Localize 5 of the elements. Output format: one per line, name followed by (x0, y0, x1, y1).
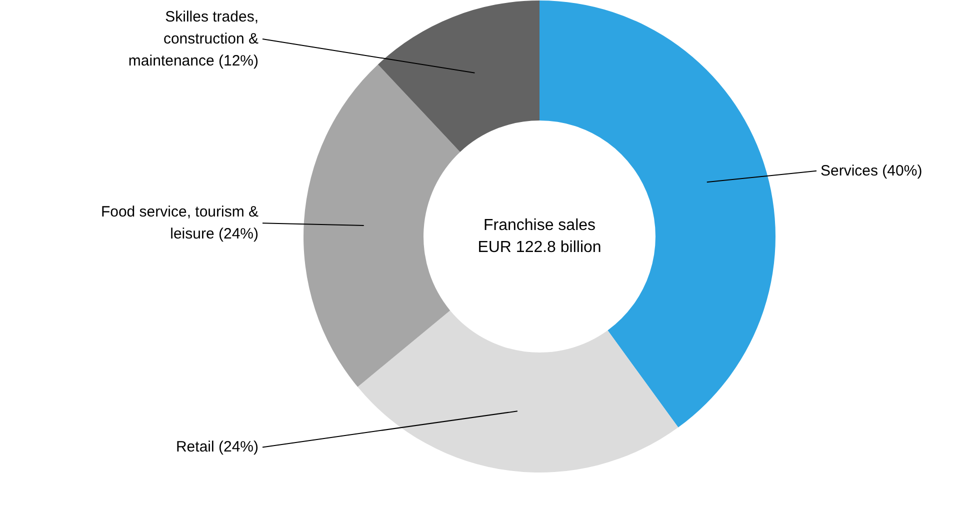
slice-label: Food service, tourism & leisure (24%) (100, 204, 259, 243)
slice-label: Services (40%) (820, 162, 922, 180)
text: Franchise sales EUR 122.8 billion (478, 216, 602, 256)
slice-label: Skilles trades, construction & maintenance (12%) (128, 8, 259, 70)
slice-label: Retail (24%) (176, 438, 259, 456)
